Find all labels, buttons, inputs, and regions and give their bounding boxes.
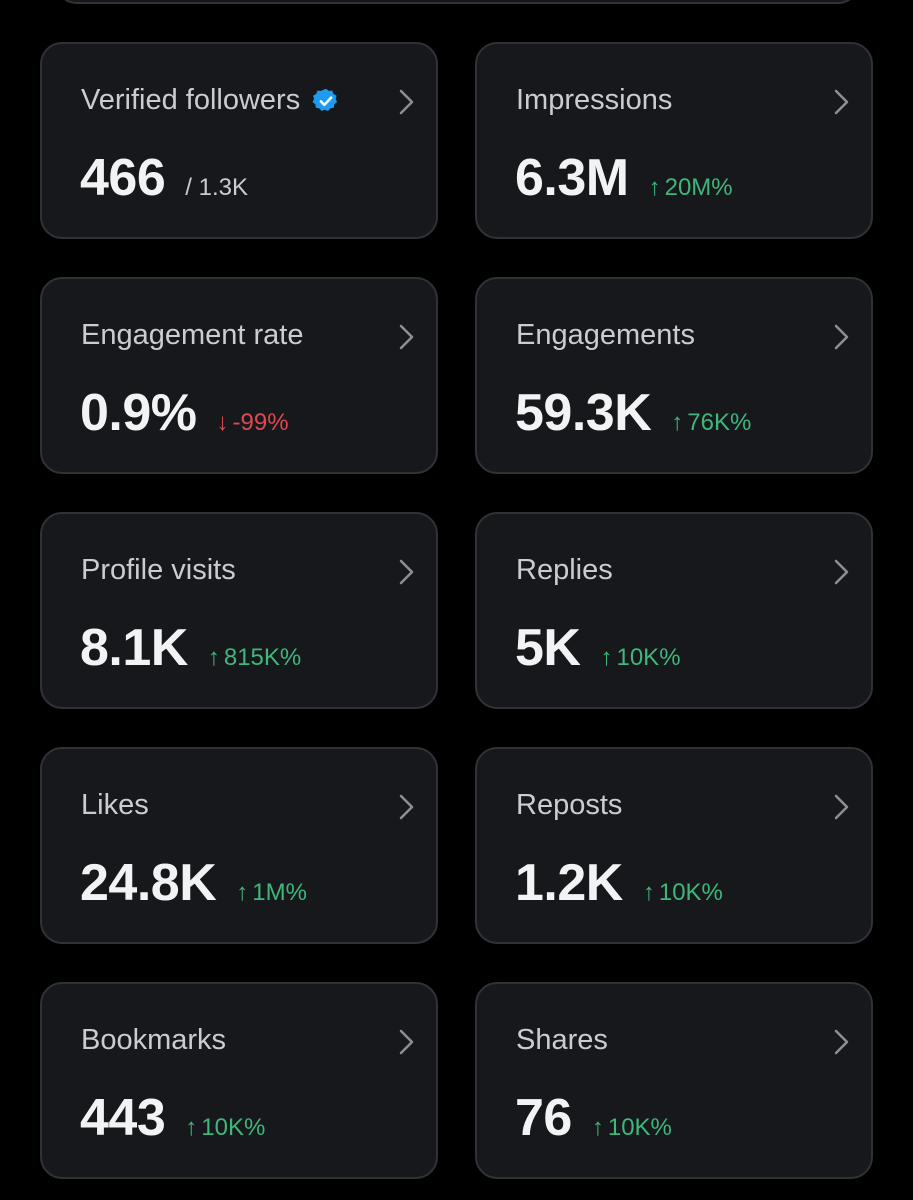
chevron-right-icon [834,794,849,820]
metric-value: 0.9% [80,384,197,442]
metric-card-engagement-rate[interactable]: Engagement rate 0.9% ↓ -99% [40,277,438,474]
chevron-right-icon [834,324,849,350]
verified-badge-icon [312,88,338,111]
arrow-up-icon: ↑ [207,644,220,671]
metric-card-reposts[interactable]: Reposts 1.2K ↑ 10K% [475,747,873,944]
metric-change-value: 10K% [616,644,681,671]
metric-label: Reposts [516,789,623,821]
metric-label: Impressions [516,84,673,116]
metric-label: Engagement rate [81,319,304,351]
arrow-up-icon: ↑ [648,174,661,201]
metric-change-value: 10K% [201,1114,266,1141]
chevron-right-icon [834,1029,849,1055]
metric-label: Replies [516,554,613,586]
metric-change-value: 10K% [607,1114,672,1141]
metric-change-value: -99% [232,409,289,436]
chevron-right-icon [399,324,414,350]
metric-value: 59.3K [515,384,652,442]
metric-change: ↑ 815K% [208,644,301,672]
metric-change: ↑ 10K% [592,1114,672,1142]
metric-card-engagements[interactable]: Engagements 59.3K ↑ 76K% [475,277,873,474]
metric-change-value: 76K% [687,409,752,436]
metric-change: ↑ 10K% [600,644,680,672]
metric-value: 1.2K [515,854,623,912]
metric-card-shares[interactable]: Shares 76 ↑ 10K% [475,982,873,1179]
arrow-up-icon: ↑ [671,409,684,436]
arrow-up-icon: ↑ [642,879,655,906]
chevron-right-icon [399,1029,414,1055]
metric-card-profile-visits[interactable]: Profile visits 8.1K ↑ 815K% [40,512,438,709]
metric-change-value: 815K% [223,644,302,671]
metric-value: 443 [80,1089,166,1147]
metric-value: 8.1K [80,619,188,677]
metric-change-value: 10K% [658,879,723,906]
metric-change: ↑ 1M% [236,879,307,907]
metric-label: Engagements [516,319,695,351]
metric-change-value: 20M% [664,174,733,201]
arrow-up-icon: ↑ [236,879,249,906]
metric-value: 5K [515,619,581,677]
metric-change: ↑ 76K% [671,409,751,437]
metric-card-replies[interactable]: Replies 5K ↑ 10K% [475,512,873,709]
metric-card-bookmarks[interactable]: Bookmarks 443 ↑ 10K% [40,982,438,1179]
metric-label: Likes [81,789,149,821]
metric-label: Profile visits [81,554,236,586]
metric-value: 6.3M [515,149,629,207]
metric-change: ↑ 10K% [643,879,723,907]
metric-label: Bookmarks [81,1024,227,1056]
metric-card-verified-followers[interactable]: Verified followers 466 / 1.3K [40,42,438,239]
metric-label: Shares [516,1024,608,1056]
metric-value: 24.8K [80,854,217,912]
metrics-grid: Verified followers 466 / 1.3K Impression… [40,42,873,1179]
chevron-right-icon [834,559,849,585]
chevron-right-icon [399,559,414,585]
metric-card-likes[interactable]: Likes 24.8K ↑ 1M% [40,747,438,944]
previous-card-edge [55,0,860,4]
arrow-up-icon: ↑ [600,644,613,671]
metric-label: Verified followers [81,84,301,116]
arrow-up-icon: ↑ [591,1114,604,1141]
metric-change-value: 1M% [252,879,307,906]
metric-change: ↑ 20M% [649,174,733,202]
metric-value: 76 [515,1089,572,1147]
chevron-right-icon [399,89,414,115]
metric-value: 466 [80,149,166,207]
arrow-up-icon: ↑ [185,1114,198,1141]
arrow-down-icon: ↓ [216,409,229,436]
chevron-right-icon [399,794,414,820]
metric-card-impressions[interactable]: Impressions 6.3M ↑ 20M% [475,42,873,239]
metric-change: ↓ -99% [217,409,289,437]
chevron-right-icon [834,89,849,115]
metric-change: ↑ 10K% [185,1114,265,1142]
metric-total: / 1.3K [185,174,248,201]
